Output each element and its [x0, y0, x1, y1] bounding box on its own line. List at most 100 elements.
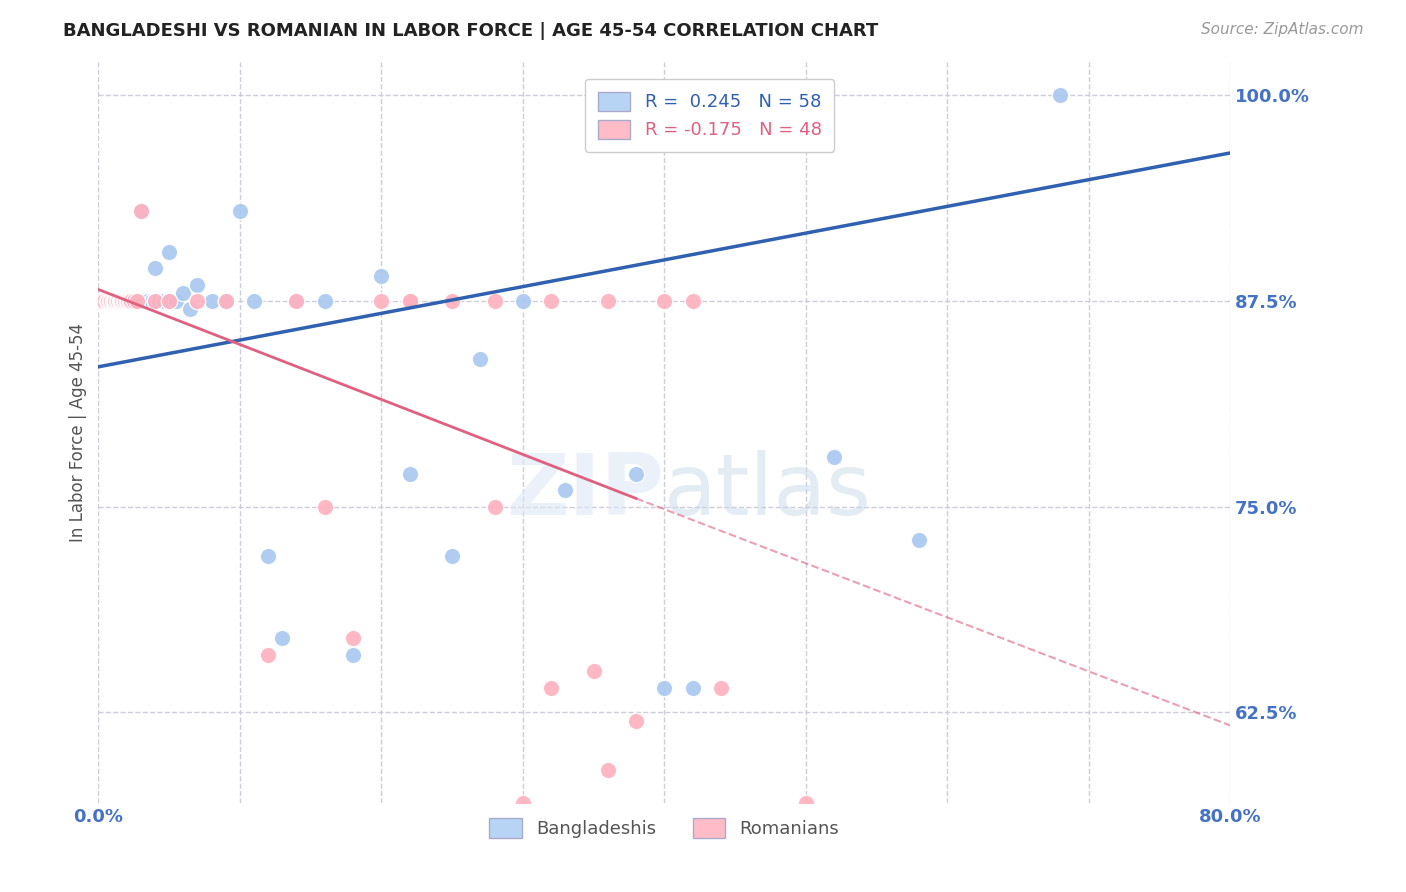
- Text: ZIP: ZIP: [506, 450, 665, 533]
- Point: [96, 293, 118, 308]
- Point: [114, 293, 136, 308]
- Point: [215, 293, 238, 308]
- Point: [143, 261, 166, 276]
- Point: [103, 293, 125, 308]
- Point: [104, 293, 127, 308]
- Point: [108, 293, 131, 308]
- Point: [484, 293, 506, 308]
- Point: [596, 763, 619, 777]
- Point: [98, 293, 121, 308]
- Point: [441, 293, 464, 308]
- Text: Source: ZipAtlas.com: Source: ZipAtlas.com: [1201, 22, 1364, 37]
- Point: [157, 293, 180, 308]
- Point: [215, 293, 238, 308]
- Point: [285, 293, 308, 308]
- Point: [201, 293, 224, 308]
- Point: [512, 293, 534, 308]
- Point: [97, 293, 120, 308]
- Point: [107, 293, 129, 308]
- Point: [243, 293, 266, 308]
- Point: [271, 632, 294, 646]
- Point: [370, 269, 392, 284]
- Point: [115, 293, 138, 308]
- Point: [105, 293, 128, 308]
- Point: [129, 203, 152, 218]
- Point: [652, 293, 676, 308]
- Point: [398, 293, 420, 308]
- Point: [186, 293, 208, 308]
- Point: [107, 293, 129, 308]
- Point: [257, 549, 280, 563]
- Point: [342, 648, 364, 662]
- Legend: Bangladeshis, Romanians: Bangladeshis, Romanians: [482, 811, 846, 846]
- Point: [540, 293, 562, 308]
- Point: [129, 293, 152, 308]
- Point: [103, 293, 125, 308]
- Point: [682, 293, 704, 308]
- Point: [125, 293, 148, 308]
- Point: [105, 293, 128, 308]
- Point: [125, 293, 148, 308]
- Point: [120, 293, 142, 308]
- Text: atlas: atlas: [665, 450, 872, 533]
- Point: [132, 293, 155, 308]
- Point: [97, 293, 120, 308]
- Point: [118, 293, 141, 308]
- Point: [122, 293, 145, 308]
- Point: [141, 293, 163, 308]
- Point: [441, 549, 464, 563]
- Point: [148, 293, 170, 308]
- Point: [100, 293, 122, 308]
- Point: [470, 351, 492, 366]
- Point: [314, 500, 336, 514]
- Point: [157, 244, 180, 259]
- Point: [122, 293, 145, 308]
- Point: [652, 681, 676, 695]
- Point: [90, 293, 112, 308]
- Point: [101, 293, 124, 308]
- Point: [624, 467, 647, 481]
- Point: [342, 632, 364, 646]
- Point: [120, 293, 142, 308]
- Point: [129, 203, 152, 218]
- Point: [93, 293, 115, 308]
- Point: [172, 285, 194, 300]
- Point: [257, 648, 280, 662]
- Point: [152, 293, 174, 308]
- Point: [90, 293, 112, 308]
- Point: [117, 293, 139, 308]
- Point: [93, 293, 115, 308]
- Point: [794, 796, 817, 810]
- Point: [186, 277, 208, 292]
- Point: [100, 293, 122, 308]
- Point: [110, 293, 132, 308]
- Y-axis label: In Labor Force | Age 45-54: In Labor Force | Age 45-54: [69, 323, 87, 542]
- Point: [165, 293, 187, 308]
- Point: [111, 293, 134, 308]
- Point: [143, 293, 166, 308]
- Point: [370, 293, 392, 308]
- Text: BANGLADESHI VS ROMANIAN IN LABOR FORCE | AGE 45-54 CORRELATION CHART: BANGLADESHI VS ROMANIAN IN LABOR FORCE |…: [63, 22, 879, 40]
- Point: [143, 293, 166, 308]
- Point: [596, 293, 619, 308]
- Point: [115, 293, 138, 308]
- Point: [108, 293, 131, 308]
- Point: [229, 203, 252, 218]
- Point: [484, 500, 506, 514]
- Point: [554, 483, 576, 498]
- Point: [1049, 88, 1071, 103]
- Point: [136, 293, 159, 308]
- Point: [582, 664, 605, 678]
- Point: [285, 293, 308, 308]
- Point: [98, 293, 121, 308]
- Point: [111, 293, 134, 308]
- Point: [512, 796, 534, 810]
- Point: [179, 302, 201, 317]
- Point: [682, 681, 704, 695]
- Point: [117, 293, 139, 308]
- Point: [101, 293, 124, 308]
- Point: [114, 293, 136, 308]
- Point: [710, 681, 733, 695]
- Point: [96, 293, 118, 308]
- Point: [908, 533, 931, 547]
